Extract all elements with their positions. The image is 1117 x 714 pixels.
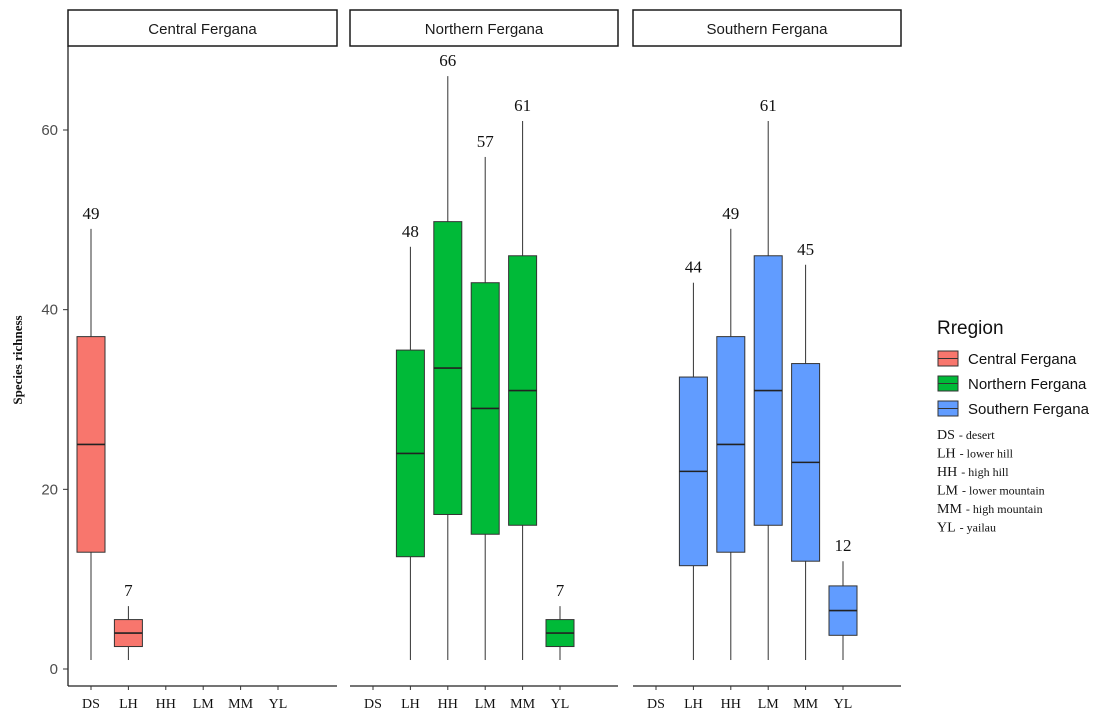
max-value-label: 48 [402,222,419,241]
x-tick-label: MM [793,697,818,712]
box-central-fergana-ds: 49 [76,204,106,661]
abbreviation-line: LM - lower mountain [937,484,1045,499]
box-northern-fergana-yl: 7 [545,581,575,661]
x-tick-label: LM [193,697,215,712]
x-tick-label: MM [510,697,535,712]
abbreviation-description: - lower mountain [962,484,1045,498]
box-southern-fergana-lh: 44 [678,258,708,661]
abbreviation-line: MM - high mountain [937,502,1043,517]
legend-item: Southern Fergana [937,400,1090,418]
box-southern-fergana-yl: 12 [828,536,858,661]
x-tick-label: HH [721,697,741,712]
max-value-label: 7 [556,581,565,600]
abbreviation-code: LH [937,447,956,462]
x-tick-label: HH [438,697,458,712]
abbreviation-line: DS - desert [937,428,995,443]
y-tick-label: 40 [41,302,58,319]
abbreviation-description: - yailau [960,521,996,535]
abbreviation-description: - lower hill [960,447,1014,461]
abbreviation-code: MM [937,502,962,517]
y-tick-label: 0 [50,661,58,678]
facet-strip [349,9,619,47]
max-value-label: 61 [760,96,777,115]
box-northern-fergana-hh: 66 [433,51,463,661]
legend-label: Southern Fergana [968,401,1090,418]
abbreviation-code: YL [937,521,956,536]
x-tick-label: LM [475,697,497,712]
y-tick-label: 60 [41,122,58,139]
legend-item: Central Fergana [937,350,1077,368]
x-tick-label: DS [82,697,100,712]
max-value-label: 49 [722,204,739,223]
legend-item: Northern Fergana [937,375,1087,393]
abbreviation-code: LM [937,484,959,499]
x-tick-label: DS [647,697,665,712]
x-tick-label: LH [119,697,138,712]
max-value-label: 49 [83,204,100,223]
legend-label: Northern Fergana [968,376,1087,393]
abbreviation-description: - high mountain [966,502,1043,516]
box-southern-fergana-lm: 61 [753,96,783,661]
x-tick-label: YL [269,697,288,712]
abbreviation-line: YL - yailau [937,521,996,536]
x-tick-label: LH [684,697,703,712]
facet-strip-label: Northern Fergana [425,21,544,38]
x-tick-label: YL [834,697,853,712]
abbreviation-description: - desert [959,428,995,442]
facet-strip [67,9,338,47]
max-value-label: 66 [439,51,456,70]
x-tick-label: LM [758,697,780,712]
box-southern-fergana-hh: 49 [716,204,746,661]
facet-strip-label: Southern Fergana [707,21,829,38]
x-tick-label: DS [364,697,382,712]
box-northern-fergana-lh: 48 [395,222,425,661]
facet-strip-label: Central Fergana [148,21,257,38]
y-axis-title: Species richness [10,315,25,404]
abbreviation-code: HH [937,465,957,480]
max-value-label: 12 [835,536,852,555]
abbreviation-description: - high hill [961,465,1009,479]
x-tick-label: LH [401,697,420,712]
abbreviation-line: LH - lower hill [937,447,1014,462]
x-tick-label: MM [228,697,253,712]
max-value-label: 44 [685,258,703,277]
box-northern-fergana-mm: 61 [508,96,538,661]
facet-strip [632,9,902,47]
x-tick-label: YL [551,697,570,712]
abbreviation-line: HH - high hill [937,465,1009,480]
max-value-label: 45 [797,240,814,259]
max-value-label: 57 [477,132,495,151]
box-northern-fergana-lm: 57 [470,132,500,661]
max-value-label: 61 [514,96,531,115]
x-tick-label: HH [156,697,176,712]
box-central-fergana-lh: 7 [113,581,143,661]
legend-label: Central Fergana [968,351,1077,368]
abbreviation-code: DS [937,428,955,443]
max-value-label: 7 [124,581,133,600]
legend-title: Rregion [937,318,1004,339]
box-southern-fergana-mm: 45 [791,240,821,661]
y-tick-label: 20 [41,481,58,498]
